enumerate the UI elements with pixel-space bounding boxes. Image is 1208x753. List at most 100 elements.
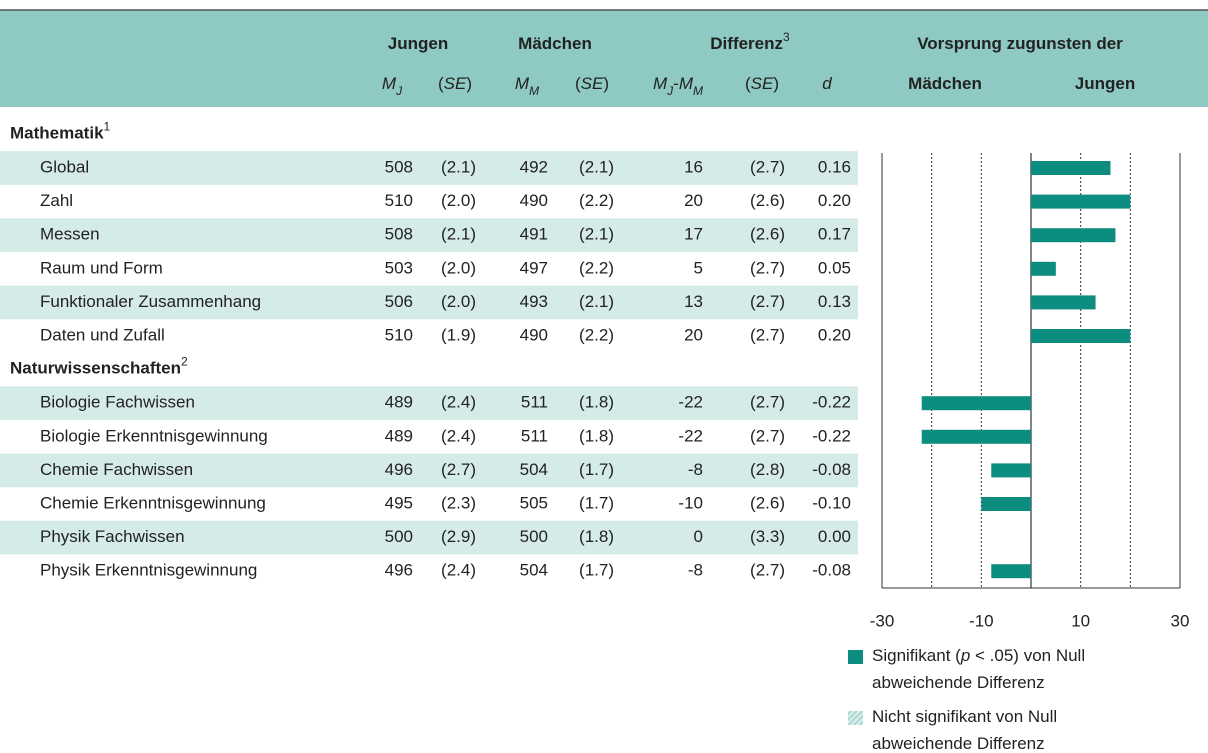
row-label: Chemie Fachwissen <box>40 460 193 479</box>
cell: 500 <box>520 527 548 546</box>
cell: (2.1) <box>579 225 614 244</box>
row-label: Messen <box>40 225 100 244</box>
cell: (2.7) <box>750 325 785 344</box>
row-band <box>0 386 858 420</box>
cell: 500 <box>385 527 413 546</box>
cell: 490 <box>520 325 548 344</box>
cell: (2.6) <box>750 493 785 512</box>
cell: 504 <box>520 460 548 479</box>
text-part: - <box>673 74 679 93</box>
text: MM <box>515 74 539 98</box>
row-label: Funktionaler Zusammenhang <box>40 292 261 311</box>
text-part: 3 <box>783 30 790 44</box>
text-part: SE <box>444 74 467 93</box>
text: (SE) <box>438 74 472 93</box>
text: Differenz3 <box>710 30 790 53</box>
text-part: Nicht signifikant von Null <box>872 707 1057 726</box>
cell: -0.08 <box>812 561 851 580</box>
text-part: SE <box>751 74 774 93</box>
text-part: M <box>515 74 530 93</box>
text-part: M <box>693 84 703 98</box>
text-part: abweichende Differenz <box>872 734 1045 753</box>
text-part: Differenz <box>710 34 783 53</box>
row-label: Physik Erkenntnisgewinnung <box>40 561 257 580</box>
cell: (2.4) <box>441 393 476 412</box>
x-tick-label: 30 <box>1171 611 1190 630</box>
text: Naturwissenschaften2 <box>10 355 188 378</box>
bar <box>1031 194 1131 209</box>
cell: 497 <box>520 258 548 277</box>
row-label: Physik Fachwissen <box>40 527 185 546</box>
row-band <box>0 520 858 555</box>
cell: (2.1) <box>441 225 476 244</box>
text-part: 2 <box>181 355 188 369</box>
bar <box>991 463 1031 478</box>
text: MJ-MM <box>653 74 703 98</box>
cell: (1.8) <box>579 426 614 445</box>
bar <box>991 564 1031 579</box>
cell: (2.7) <box>750 258 785 277</box>
legend-swatch <box>848 711 863 725</box>
text-part: J <box>666 84 674 98</box>
cell: 0.00 <box>818 527 851 546</box>
cell: (2.2) <box>579 191 614 210</box>
cell: -0.10 <box>812 493 851 512</box>
text: Mädchen <box>518 34 592 53</box>
text-part: Mathematik <box>10 124 104 143</box>
text: (SE) <box>745 74 779 93</box>
cell: (2.7) <box>750 393 785 412</box>
text-part: M <box>653 74 668 93</box>
cell: 0.17 <box>818 225 851 244</box>
text: MJ <box>382 74 403 98</box>
cell: 496 <box>385 561 413 580</box>
cell: 489 <box>385 393 413 412</box>
row-label: Daten und Zufall <box>40 325 165 344</box>
cell: -0.08 <box>812 460 851 479</box>
cell: (1.8) <box>579 527 614 546</box>
bar <box>1031 295 1096 310</box>
bar <box>1031 261 1056 276</box>
cell: (2.0) <box>441 191 476 210</box>
cell: (2.7) <box>750 561 785 580</box>
cell: (2.0) <box>441 292 476 311</box>
text: abweichende Differenz <box>872 734 1045 753</box>
cell: 505 <box>520 493 548 512</box>
cell: (2.2) <box>579 325 614 344</box>
text-part: 1 <box>104 120 111 134</box>
cell: (2.7) <box>750 426 785 445</box>
row-label: Zahl <box>40 191 73 210</box>
cell: (2.6) <box>750 191 785 210</box>
cell: 5 <box>694 258 703 277</box>
cell: 506 <box>385 292 413 311</box>
cell: 503 <box>385 258 413 277</box>
cell: 490 <box>520 191 548 210</box>
cell: 0 <box>694 527 703 546</box>
cell: 495 <box>385 493 413 512</box>
cell: (2.4) <box>441 426 476 445</box>
cell: (2.1) <box>441 157 476 176</box>
text-part: ) <box>773 74 779 93</box>
cell: 491 <box>520 225 548 244</box>
text-part: Mädchen <box>518 34 592 53</box>
bar <box>1031 329 1131 343</box>
text: Jungen <box>1075 74 1135 93</box>
cell: (1.7) <box>579 561 614 580</box>
cell: (2.7) <box>441 460 476 479</box>
bar <box>981 497 1031 511</box>
text-part: Signifikant ( <box>872 646 961 665</box>
x-tick-label: 10 <box>1071 611 1090 630</box>
cell: 0.13 <box>818 292 851 311</box>
bar <box>921 396 1031 411</box>
text-part: p <box>960 646 970 665</box>
cell: (2.4) <box>441 561 476 580</box>
row-band <box>0 151 858 185</box>
bar <box>1031 161 1111 175</box>
text: Jungen <box>388 34 448 53</box>
row-band <box>0 453 858 488</box>
cell: 16 <box>684 157 703 176</box>
cell: 17 <box>684 225 703 244</box>
text: Mädchen <box>908 74 982 93</box>
cell: -22 <box>678 393 703 412</box>
cell: (1.7) <box>579 493 614 512</box>
